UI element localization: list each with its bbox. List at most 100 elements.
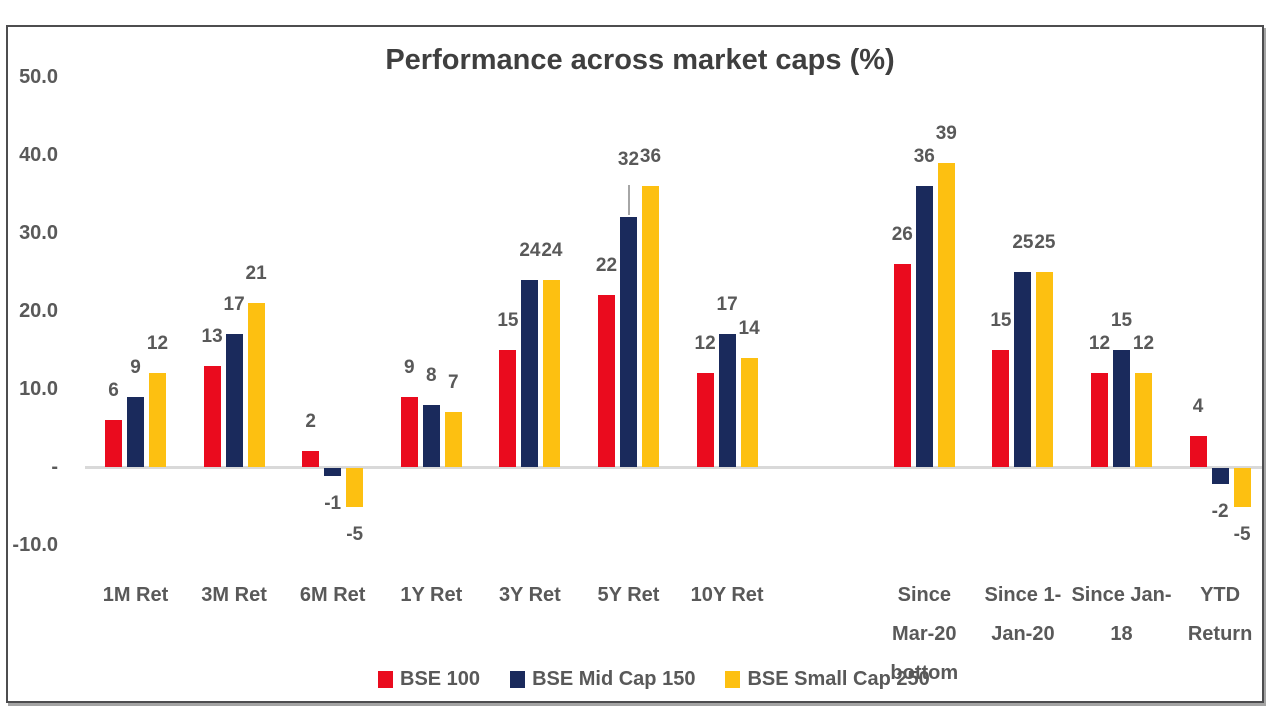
data-label: 7 (448, 372, 459, 394)
x-axis-category-label: YTD Return (1150, 576, 1280, 654)
bar-bse-mid-cap-150 (718, 334, 736, 467)
legend-label: BSE 100 (400, 667, 481, 690)
y-axis-tick-label: 20.0 (19, 300, 58, 322)
x-axis-category-label-line: YTD (1200, 584, 1241, 606)
x-axis-category-label-line: Return (1187, 623, 1253, 645)
y-axis-tick-label: 50.0 (19, 66, 58, 88)
y-axis-tick-label: -10.0 (12, 534, 58, 556)
x-axis-category-label-line: 5Y Ret (597, 584, 660, 606)
zero-baseline (85, 466, 1262, 469)
x-axis-category-label: 10Y Ret (657, 576, 797, 615)
x-axis-category-label-line: bottom (890, 662, 959, 684)
data-label: 24 (541, 239, 563, 261)
bar-bse-mid-cap-150 (324, 468, 342, 476)
data-label: 12 (694, 333, 716, 355)
data-label: -5 (346, 524, 364, 545)
y-axis-tick-label: 10.0 (19, 378, 58, 400)
bar-bse-100 (499, 350, 517, 467)
data-label: -5 (1233, 524, 1251, 545)
x-axis-category-label-line: Since (897, 584, 951, 606)
data-label: 22 (595, 255, 618, 277)
bar-bse-small-cap-250 (740, 357, 758, 467)
bar-bse-100 (992, 350, 1010, 467)
x-axis-category-label-line: 18 (1110, 623, 1133, 645)
x-axis-category-label-line: 1M Ret (102, 584, 169, 606)
y-axis-tick-label: 30.0 (19, 222, 58, 244)
legend-label: BSE Small Cap 250 (747, 667, 930, 690)
x-axis-category-label-line: Jan-20 (991, 623, 1055, 645)
bar-bse-100 (203, 365, 221, 467)
bar-bse-small-cap-250 (543, 279, 561, 467)
data-label: 14 (738, 317, 760, 339)
data-label: 25 (1034, 232, 1056, 253)
bar-bse-100 (400, 396, 418, 467)
legend-item: BSE Mid Cap 150 (510, 668, 695, 691)
data-label: 17 (716, 294, 738, 316)
data-label: -1 (324, 492, 342, 514)
x-axis-category-label: 1M Ret (66, 576, 206, 615)
data-label: 21 (245, 263, 267, 285)
data-label: 12 (1132, 333, 1155, 355)
data-label: 8 (426, 364, 437, 386)
bar-bse-small-cap-250 (937, 162, 955, 467)
legend-item: BSE Small Cap 250 (725, 667, 930, 691)
bar-bse-100 (1189, 435, 1207, 467)
bar-bse-small-cap-250 (1233, 468, 1251, 507)
x-axis-category-label-line: Since Jan- (1071, 584, 1172, 606)
legend-swatch-icon (378, 670, 393, 688)
x-axis-category-label-line: 6M Ret (299, 584, 366, 606)
data-label: 9 (404, 356, 415, 378)
bar-bse-small-cap-250 (642, 186, 659, 467)
data-label: 36 (913, 146, 935, 168)
bar-bse-mid-cap-150 (127, 396, 144, 467)
bar-bse-mid-cap-150 (521, 279, 539, 467)
bar-bse-mid-cap-150 (915, 186, 933, 467)
legend-swatch-icon (510, 670, 526, 688)
data-label: 4 (1192, 395, 1204, 417)
bar-bse-small-cap-250 (1036, 272, 1054, 467)
bar-bse-100 (598, 295, 615, 467)
x-axis-category-label-line: Mar-20 (892, 623, 957, 645)
data-label: 36 (639, 146, 662, 168)
bar-bse-100 (696, 373, 714, 467)
data-label: 32 (617, 149, 640, 171)
x-axis-category-label: 5Y Ret (559, 576, 699, 615)
data-label-leader-line (627, 185, 630, 216)
data-label: 15 (497, 310, 519, 331)
bar-bse-mid-cap-150 (1211, 468, 1229, 484)
y-axis-tick-label: 40.0 (19, 144, 58, 166)
x-axis-category-label: 3Y Ret (460, 576, 600, 615)
bar-bse-100 (1091, 373, 1108, 467)
data-label: 12 (146, 333, 169, 355)
data-label: -2 (1211, 500, 1229, 522)
data-label: 17 (223, 294, 245, 316)
x-axis-category-label-line: Since 1- (984, 584, 1062, 606)
x-axis-category-label: Since Mar-20 bottom (854, 576, 994, 693)
legend-label: BSE Mid Cap 150 (532, 667, 696, 690)
bar-bse-small-cap-250 (444, 412, 462, 467)
data-label: 15 (1110, 310, 1133, 331)
bar-bse-small-cap-250 (1135, 373, 1152, 467)
data-label: 24 (519, 239, 541, 261)
x-axis-category-label: Since Jan- 18 (1052, 576, 1192, 654)
data-label: 12 (1088, 333, 1111, 355)
data-label: 26 (891, 224, 913, 246)
bar-bse-mid-cap-150 (225, 334, 243, 467)
legend: BSE 100 BSE Mid Cap 150 BSE Small Cap 250 (378, 664, 930, 694)
bar-bse-mid-cap-150 (620, 217, 637, 467)
x-axis-category-label-line: 1Y Ret (400, 584, 463, 606)
x-axis-category-label-line: 3Y Ret (498, 584, 561, 606)
data-label: 25 (1012, 232, 1034, 253)
data-label: 2 (305, 411, 316, 433)
bar-bse-100 (302, 451, 320, 467)
bar-bse-small-cap-250 (346, 468, 364, 507)
legend-item: BSE 100 (378, 668, 480, 691)
bar-bse-mid-cap-150 (1014, 272, 1032, 467)
bar-bse-mid-cap-150 (1113, 350, 1130, 467)
data-label: 9 (130, 356, 141, 378)
x-axis-category-label-line: 3M Ret (201, 584, 267, 606)
bar-bse-small-cap-250 (149, 373, 166, 467)
x-axis-category-label-line: 10Y Ret (690, 584, 764, 606)
x-axis-category-label: 3M Ret (164, 576, 304, 615)
